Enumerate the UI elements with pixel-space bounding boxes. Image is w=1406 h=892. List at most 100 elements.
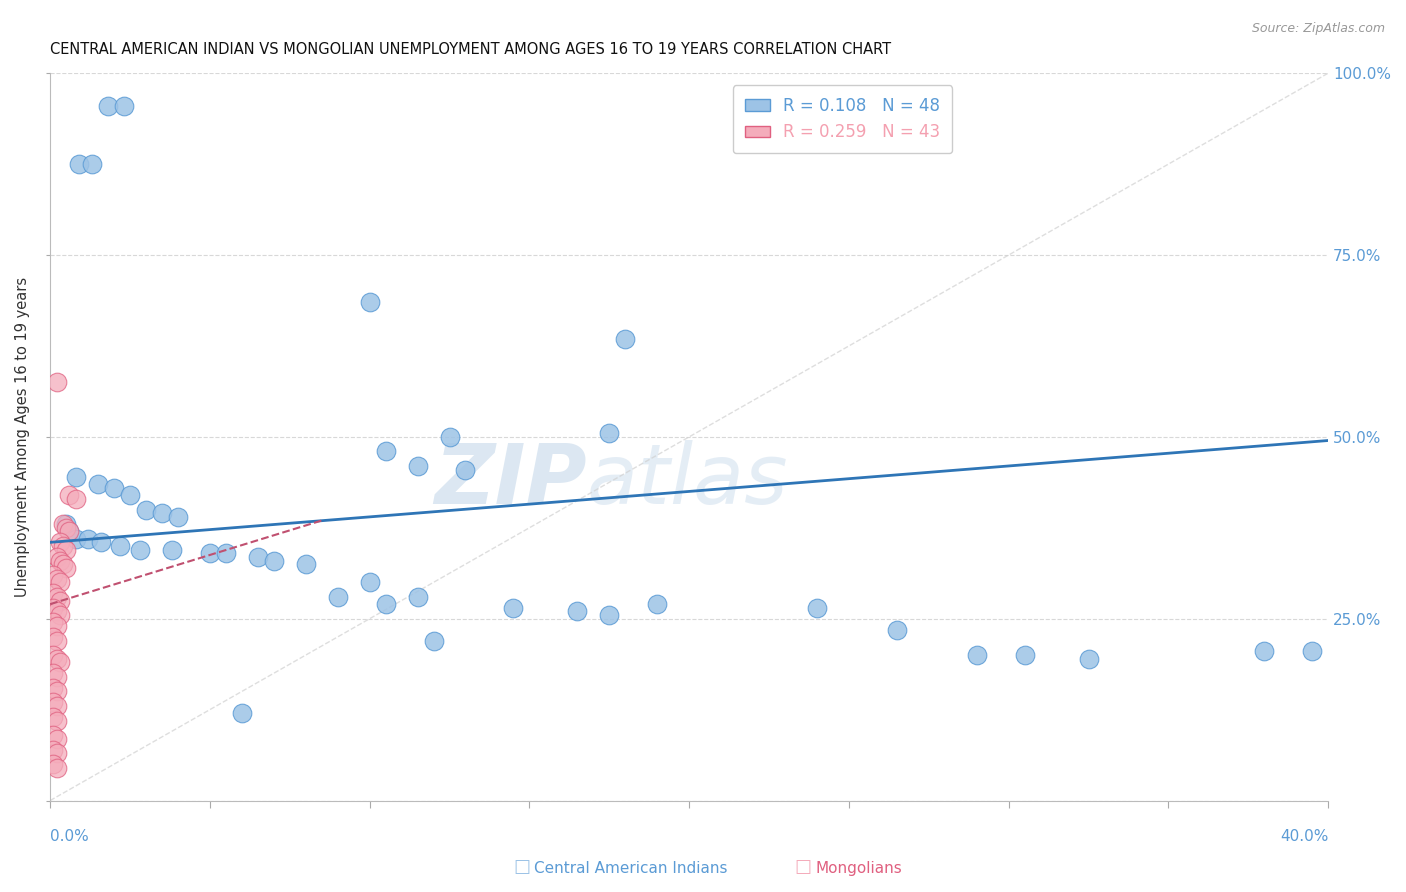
Point [42,695,65,709]
Point [58,488,80,502]
Text: □: □ [794,858,811,876]
Point [198,546,221,560]
Point [150,506,173,520]
Point [42,648,65,662]
Point [118,488,141,502]
Point [80,157,103,171]
Point [45,590,67,604]
Point [52,517,75,532]
Point [55,517,77,532]
Point [246,549,269,564]
Point [359,575,381,590]
Point [167,509,190,524]
Point [97,99,120,113]
Point [439,430,461,444]
Point [112,99,135,113]
Point [45,731,67,746]
Point [42,681,65,695]
Point [42,586,65,600]
Text: atlas: atlas [586,440,789,521]
Point [45,633,67,648]
Point [45,684,67,698]
Point [45,376,67,390]
Point [52,557,75,571]
Text: Source: ZipAtlas.com: Source: ZipAtlas.com [1251,22,1385,36]
Point [359,295,381,310]
Point [52,539,75,553]
Point [48,608,70,623]
Point [58,524,80,539]
Point [65,532,87,546]
Point [42,757,65,772]
Point [614,332,637,346]
Point [48,535,70,549]
Y-axis label: Unemployment Among Ages 16 to 19 years: Unemployment Among Ages 16 to 19 years [15,277,30,597]
Point [135,502,157,516]
Text: CENTRAL AMERICAN INDIAN VS MONGOLIAN UNEMPLOYMENT AMONG AGES 16 TO 19 YEARS CORR: CENTRAL AMERICAN INDIAN VS MONGOLIAN UNE… [51,42,891,57]
Point [374,444,396,458]
Legend: R = 0.108   N = 48, R = 0.259   N = 43: R = 0.108 N = 48, R = 0.259 N = 43 [733,85,952,153]
Point [103,481,125,495]
Point [45,761,67,775]
Point [1253,644,1275,658]
Point [406,458,429,473]
Point [886,623,908,637]
Point [215,546,238,560]
Point [422,633,444,648]
Point [645,597,668,611]
Point [160,542,183,557]
Text: ZIP: ZIP [434,440,586,521]
Point [406,590,429,604]
Point [65,470,87,484]
Point [45,714,67,728]
Point [42,568,65,582]
Point [454,462,477,476]
Point [45,549,67,564]
Point [45,670,67,684]
Point [48,553,70,567]
Point [45,604,67,618]
Point [598,426,620,441]
Text: Central American Indians: Central American Indians [534,861,728,876]
Point [42,600,65,615]
Point [966,648,988,662]
Point [1301,644,1323,658]
Text: 40.0%: 40.0% [1279,829,1329,844]
Point [231,706,253,721]
Point [55,521,77,535]
Point [567,604,589,618]
Point [58,524,80,539]
Point [55,542,77,557]
Point [110,539,132,553]
Point [128,542,150,557]
Point [806,600,828,615]
Point [374,597,396,611]
Point [42,630,65,644]
Point [67,157,90,171]
Point [263,553,285,567]
Point [42,742,65,756]
Point [77,532,100,546]
Point [48,656,70,670]
Point [90,535,112,549]
Point [1014,648,1036,662]
Point [42,666,65,681]
Text: 0.0%: 0.0% [51,829,89,844]
Point [294,557,316,571]
Point [42,710,65,724]
Point [48,575,70,590]
Point [45,651,67,665]
Point [65,491,87,506]
Text: □: □ [513,858,530,876]
Point [45,746,67,760]
Point [45,619,67,633]
Point [45,698,67,713]
Point [55,561,77,575]
Point [45,572,67,586]
Point [42,728,65,742]
Point [48,593,70,607]
Point [42,615,65,630]
Point [598,608,620,623]
Point [1077,651,1099,665]
Point [326,590,349,604]
